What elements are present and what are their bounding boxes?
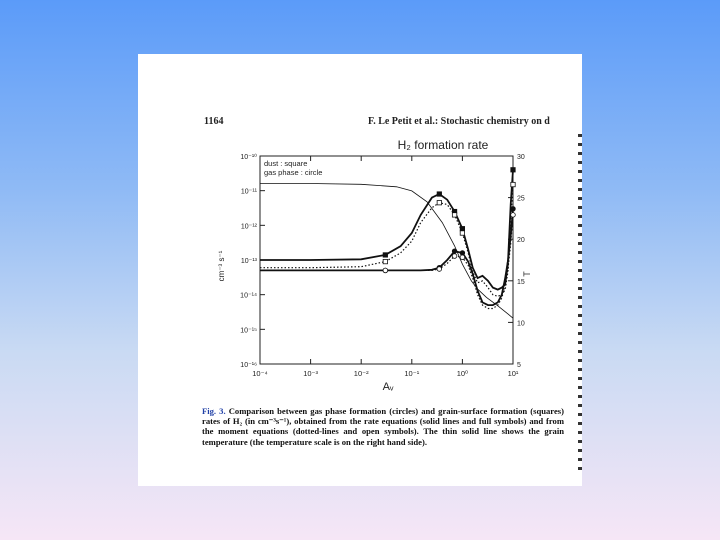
x-tick-label: 10⁻¹ [404,369,419,378]
x-tick-label: 10⁻² [354,369,369,378]
page-number: 1164 [204,116,224,127]
y-right-tick-label: 25 [517,196,525,203]
data-point [436,266,443,272]
running-head: F. Le Petit et al.: Stochastic chemistry… [368,116,550,127]
chart-title: H₂ formation rate [398,138,489,152]
series-line [260,169,514,291]
figure-caption: Fig. 3. Comparison between gas phase for… [202,406,564,447]
y-tick-label: 10⁻¹¹ [241,189,258,196]
series-line [260,214,514,310]
data-point [510,212,516,218]
data-point [510,206,516,212]
x-tick-label: 10⁻⁴ [252,369,268,378]
data-point [382,258,388,265]
y-right-tick-label: 5 [517,362,521,369]
legend-entry: gas phase : circle [264,168,322,177]
data-point [382,267,389,274]
data-point [459,250,466,256]
figure: H₂ formation rate 10⁻⁴ 10⁻³ 10⁻² 10⁻¹ 10⁰ 10¹… [208,134,538,404]
y-right-tick-label: 15 [517,279,525,286]
caption-text: Comparison between gas phase formation (… [202,406,564,447]
data-point [451,212,458,218]
y-right-tick-label: 10 [517,320,525,327]
legend-entry: dust : square [264,159,307,168]
document-page: 1164 F. Le Petit et al.: Stochastic chem… [138,54,582,486]
y-tick-label: 10⁻¹⁶ [240,362,257,369]
data-point [451,253,458,259]
y-right-tick-label: 20 [517,237,525,244]
y-tick-label: 10⁻¹² [241,223,258,230]
chart: H₂ formation rate 10⁻⁴ 10⁻³ 10⁻² 10⁻¹ 10⁰ 10¹… [217,138,532,393]
y-right-tick-label: 30 [517,154,525,161]
data-point [459,254,466,260]
caption-label: Fig. 3. [202,406,226,416]
series-line [260,183,514,319]
y-tick-label: 10⁻¹⁴ [240,293,257,300]
x-axis-label: Aᵥ [383,381,394,393]
x-tick-label: 10⁰ [457,369,468,378]
y-tick-label: 10⁻¹³ [241,258,258,265]
y-axis-label-left: cm⁻³ s⁻¹ [217,250,226,281]
y-tick-label: 10⁻¹⁵ [240,327,257,334]
data-point [382,252,388,258]
data-point [510,167,516,173]
series-line [260,208,514,306]
data-point [436,191,442,197]
data-point [459,230,465,236]
y-tick-label: 10⁻¹⁰ [240,153,257,161]
y-axis-label-right: T [522,271,532,277]
data-point [451,248,458,254]
x-tick-label: 10¹ [508,369,519,378]
data-point [510,181,516,188]
x-tick-label: 10⁻³ [303,369,318,378]
adjacent-column-text [578,134,582,484]
data-point [436,200,442,206]
